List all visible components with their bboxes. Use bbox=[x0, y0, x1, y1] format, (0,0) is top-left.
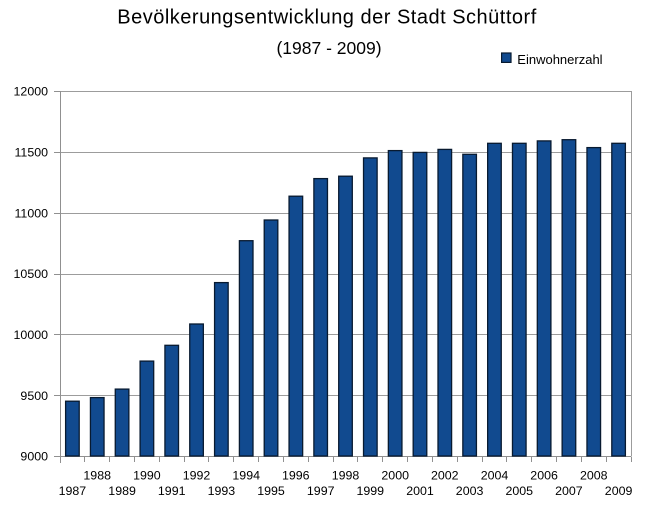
svg-text:1994: 1994 bbox=[232, 468, 260, 482]
svg-text:2004: 2004 bbox=[481, 468, 509, 482]
svg-text:2005: 2005 bbox=[506, 484, 534, 498]
svg-text:1992: 1992 bbox=[183, 468, 211, 482]
svg-text:1988: 1988 bbox=[83, 468, 111, 482]
svg-text:2001: 2001 bbox=[406, 484, 434, 498]
svg-text:1991: 1991 bbox=[158, 484, 186, 498]
svg-text:2000: 2000 bbox=[381, 468, 409, 482]
svg-text:1997: 1997 bbox=[307, 484, 335, 498]
svg-text:10000: 10000 bbox=[14, 328, 49, 342]
svg-text:2008: 2008 bbox=[580, 468, 608, 482]
svg-text:2009: 2009 bbox=[605, 484, 633, 498]
svg-text:1993: 1993 bbox=[208, 484, 236, 498]
svg-text:1990: 1990 bbox=[133, 468, 161, 482]
svg-text:1996: 1996 bbox=[282, 468, 310, 482]
svg-text:Bevölkerungsentwicklung der St: Bevölkerungsentwicklung der Stadt Schütt… bbox=[117, 6, 537, 28]
svg-text:1995: 1995 bbox=[257, 484, 285, 498]
svg-text:10500: 10500 bbox=[14, 267, 49, 281]
svg-text:11000: 11000 bbox=[14, 206, 48, 220]
svg-text:Einwohnerzahl: Einwohnerzahl bbox=[517, 52, 602, 67]
svg-text:9000: 9000 bbox=[20, 450, 48, 464]
svg-text:1998: 1998 bbox=[332, 468, 360, 482]
svg-text:2006: 2006 bbox=[530, 468, 558, 482]
svg-text:1989: 1989 bbox=[108, 484, 136, 498]
svg-text:2003: 2003 bbox=[456, 484, 484, 498]
svg-text:9500: 9500 bbox=[20, 389, 48, 403]
svg-text:1987: 1987 bbox=[59, 484, 87, 498]
svg-text:2007: 2007 bbox=[555, 484, 583, 498]
svg-text:(1987 - 2009): (1987 - 2009) bbox=[276, 38, 381, 58]
svg-text:1999: 1999 bbox=[357, 484, 385, 498]
svg-text:11500: 11500 bbox=[14, 145, 48, 159]
svg-text:12000: 12000 bbox=[14, 85, 49, 99]
svg-text:2002: 2002 bbox=[431, 468, 459, 482]
